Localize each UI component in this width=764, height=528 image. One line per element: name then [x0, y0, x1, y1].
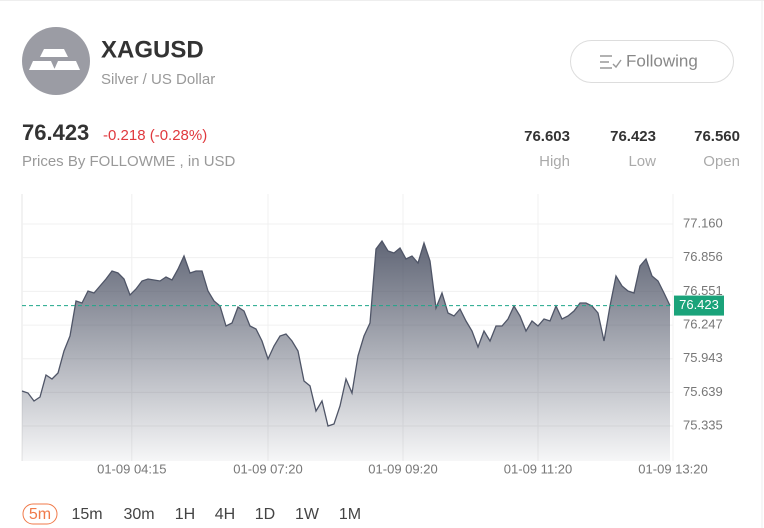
symbol: XAGUSD	[101, 36, 204, 63]
timeframe[interactable]: 15m	[71, 506, 102, 523]
follow-button[interactable]: Following	[570, 40, 734, 83]
symbol-icon	[22, 27, 90, 95]
stat-label: Open	[703, 153, 740, 170]
x-tick-label: 01-09 04:15	[97, 461, 166, 476]
timeframe[interactable]: 5m	[29, 506, 51, 523]
timeframe[interactable]: 1W	[295, 506, 320, 523]
timeframe[interactable]: 1M	[339, 506, 361, 523]
stat-value: 76.560	[694, 128, 740, 145]
y-tick-label: 77.160	[683, 215, 723, 230]
stat-label: High	[539, 153, 570, 170]
area	[22, 241, 670, 461]
x-tick-label: 01-09 07:20	[233, 461, 302, 476]
last-price-label: 76.423	[679, 297, 719, 312]
x-tick-label: 01-09 13:20	[638, 461, 707, 476]
price: 76.423	[22, 120, 89, 145]
y-tick-label: 75.943	[683, 350, 723, 365]
y-tick-label: 76.856	[683, 249, 723, 264]
stat-label: Low	[628, 153, 656, 170]
y-tick-label: 76.247	[683, 317, 723, 332]
follow-label[interactable]: Following	[626, 51, 698, 70]
stat-value: 76.603	[524, 128, 570, 145]
symbol-name: Silver / US Dollar	[101, 71, 215, 88]
y-tick-label: 76.551	[683, 283, 723, 298]
timeframe[interactable]: 30m	[123, 506, 154, 523]
x-tick-label: 01-09 11:20	[504, 461, 572, 476]
change: -0.218 (-0.28%)	[103, 127, 207, 144]
timeframe[interactable]: 4H	[215, 506, 235, 523]
line	[21, 239, 671, 427]
stat-value: 76.423	[610, 128, 656, 145]
timeframe-selected[interactable]	[22, 503, 58, 525]
timeframe[interactable]: 1H	[175, 506, 195, 523]
x-tick-label: 01-09 09:20	[368, 461, 437, 476]
timeframe[interactable]: 1D	[255, 506, 275, 523]
y-tick-label: 75.335	[683, 417, 723, 432]
source: Prices By FOLLOWME , in USD	[22, 153, 236, 170]
last-price-badge	[674, 295, 724, 316]
y-tick-label: 75.639	[683, 384, 723, 399]
